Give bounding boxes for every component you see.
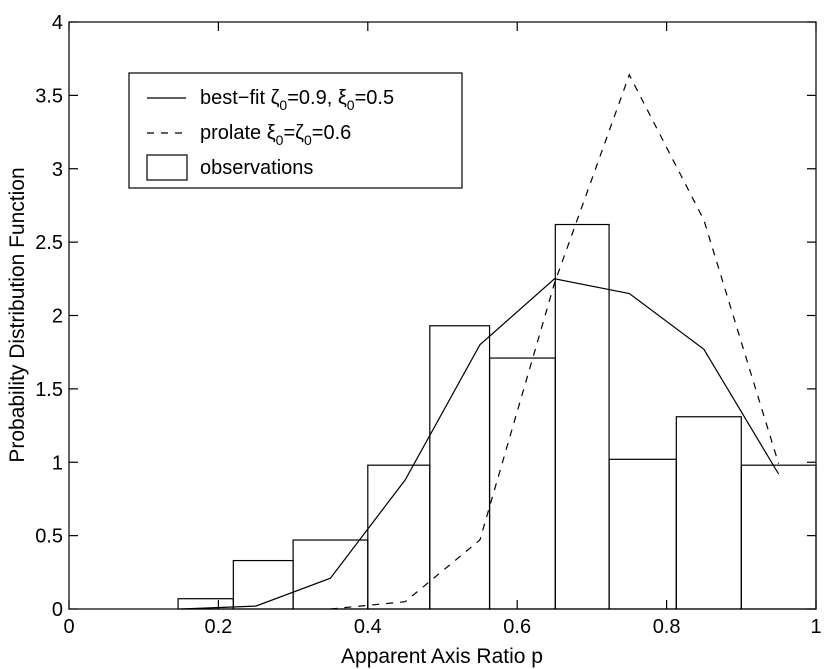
x-tick-label: 0.8 — [653, 616, 681, 638]
axis-ticks — [68, 21, 817, 610]
y-tick-label: 1 — [52, 452, 63, 474]
legend-box — [128, 72, 463, 189]
y-tick-label: 3.5 — [35, 85, 63, 107]
x-tick-label: 0.6 — [503, 616, 531, 638]
histogram-bar — [367, 464, 431, 610]
x-tick-label: 1 — [810, 616, 821, 638]
x-tick-label: 0.2 — [204, 616, 232, 638]
y-tick-label: 2 — [52, 306, 63, 328]
histogram-bars — [177, 223, 817, 610]
histogram-bar — [675, 416, 742, 610]
series-lines — [181, 73, 780, 610]
y-tick-label: 2.5 — [35, 232, 63, 254]
legend-observations-swatch — [146, 154, 188, 181]
histogram-bar — [429, 325, 491, 610]
y-tick-label: 0 — [52, 599, 63, 621]
y-axis-label: Probability Distribution Function — [6, 167, 29, 462]
y-tick-label: 3 — [52, 159, 63, 181]
histogram-bar — [232, 559, 294, 610]
histogram-bar — [740, 464, 817, 610]
y-tick-label: 0.5 — [35, 526, 63, 548]
legend-prolate-label: prolate ξ0=ζ0=0.6 — [200, 122, 351, 148]
x-tick-label: 0 — [63, 616, 74, 638]
y-tick-label: 1.5 — [35, 379, 63, 401]
legend-observations-label: observations — [200, 157, 313, 179]
histogram-bar — [608, 458, 677, 610]
legend: best−fit ζ0=0.9, ξ0=0.5 prolate ξ0=ζ0=0.… — [128, 72, 463, 189]
x-axis-label: Apparent Axis Ratio p — [341, 645, 543, 668]
histogram-bar — [554, 223, 610, 610]
prolate-line — [330, 73, 780, 610]
histogram-bar — [292, 539, 369, 610]
legend-bestfit-label: best−fit ζ0=0.9, ξ0=0.5 — [200, 87, 394, 113]
x-tick-label: 0.4 — [354, 616, 382, 638]
bestfit-line — [181, 278, 780, 610]
axis-tick-labels: 0 0.2 0.4 0.6 0.8 1 0 0.5 1 1.5 2 2.5 3 3.5 4 — [35, 12, 821, 638]
y-tick-label: 4 — [52, 12, 63, 34]
